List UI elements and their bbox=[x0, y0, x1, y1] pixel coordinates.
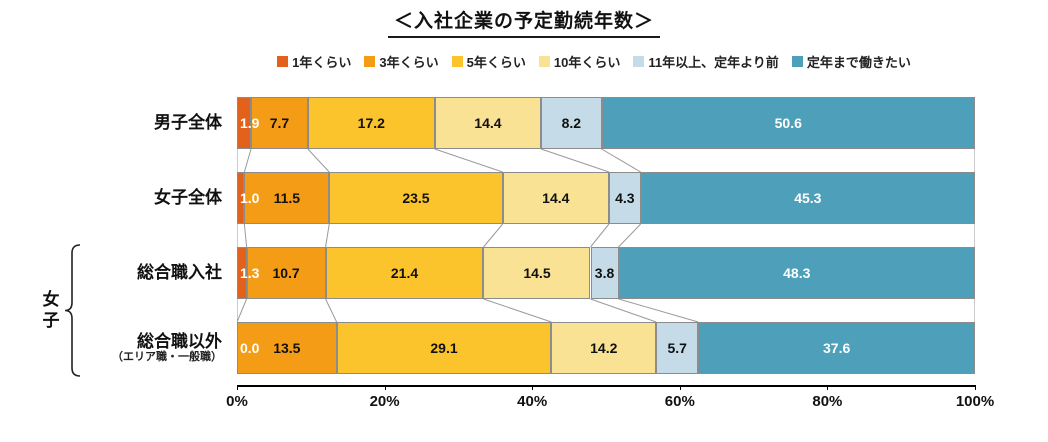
bar-segment: 45.3 bbox=[640, 172, 975, 224]
bar-segment: 50.6 bbox=[601, 97, 975, 149]
bar-segment: 11.5 bbox=[244, 172, 330, 224]
bar-row: 1.9 7.7 17.2 14.4 8.2 50.6 bbox=[237, 97, 975, 149]
row-sublabel: （エリア職・一般職） bbox=[112, 351, 222, 364]
x-axis-tick-label: 100% bbox=[955, 393, 995, 410]
row-label: 総合職以外 （エリア職・一般職） bbox=[0, 322, 230, 374]
legend-label: 定年まで働きたい bbox=[806, 55, 911, 70]
bar-segment: 14.4 bbox=[434, 97, 542, 149]
legend-swatch bbox=[538, 56, 550, 67]
segment-value: 0.0 bbox=[240, 340, 260, 356]
x-axis-tick bbox=[384, 385, 386, 390]
legend-swatch bbox=[364, 56, 376, 67]
x-axis-tick bbox=[237, 385, 238, 390]
bar-segment: 7.7 bbox=[251, 97, 308, 149]
legend-label: 10年くらい bbox=[553, 55, 621, 70]
segment-value: 10.7 bbox=[272, 265, 300, 281]
row-label: 総合職入社 bbox=[0, 247, 230, 299]
legend-swatch bbox=[791, 56, 803, 67]
bar-segment: 14.4 bbox=[502, 172, 609, 224]
segment-value: 45.3 bbox=[794, 190, 822, 206]
legend-swatch bbox=[277, 56, 289, 67]
bar-segment: 10.7 bbox=[246, 247, 326, 299]
x-axis-tick bbox=[532, 385, 534, 390]
legend-label: 1年くらい bbox=[292, 55, 352, 70]
segment-value: 17.2 bbox=[357, 115, 385, 131]
segment-value: 21.4 bbox=[390, 265, 419, 281]
legend-item: 10年くらい bbox=[538, 52, 621, 71]
bar-segment: 29.1 bbox=[336, 322, 552, 374]
bar-segment: 21.4 bbox=[325, 247, 484, 299]
bar-segment: 13.5 bbox=[237, 322, 337, 374]
legend-item: 5年くらい bbox=[451, 52, 526, 71]
segment-value: 1.3 bbox=[240, 265, 260, 281]
x-axis-tick bbox=[827, 385, 829, 390]
x-axis-tick-label: 20% bbox=[369, 393, 400, 410]
bar-segment bbox=[237, 97, 252, 149]
segment-value: 3.8 bbox=[594, 265, 615, 281]
x-axis-tick bbox=[975, 385, 976, 390]
plot-area: 1.9 7.7 17.2 14.4 8.2 50.6 1.0 11.5 23.5 14.4 4.3 4… bbox=[237, 92, 975, 387]
x-axis-tick bbox=[679, 385, 681, 390]
segment-value: 1.9 bbox=[240, 115, 260, 131]
segment-value: 7.7 bbox=[269, 115, 290, 131]
segment-value: 1.0 bbox=[240, 190, 260, 206]
segment-value: 14.4 bbox=[542, 190, 570, 206]
row-label-text: 総合職以外 bbox=[137, 331, 222, 351]
chart-title: ＜入社企業の予定勤続年数＞ bbox=[0, 6, 1048, 38]
row-label-text: 総合職入社 bbox=[137, 263, 222, 283]
legend-label: 5年くらい bbox=[466, 55, 526, 70]
bar-segment: 48.3 bbox=[618, 247, 975, 299]
segment-value: 29.1 bbox=[430, 340, 458, 356]
bar-segment: 23.5 bbox=[329, 172, 503, 224]
x-axis-tick-label: 80% bbox=[812, 393, 843, 410]
chart-title-text: ＜入社企業の予定勤続年数＞ bbox=[387, 6, 660, 38]
legend-item: 3年くらい bbox=[364, 52, 439, 71]
segment-value: 13.5 bbox=[273, 340, 301, 356]
segment-value: 14.5 bbox=[523, 265, 551, 281]
bar-segment: 8.2 bbox=[541, 97, 602, 149]
x-axis-tick-label: 40% bbox=[517, 393, 548, 410]
bar-segment: 14.2 bbox=[551, 322, 657, 374]
x-axis-tick-label: 0% bbox=[226, 393, 248, 410]
segment-value: 50.6 bbox=[774, 115, 802, 131]
group-bracket bbox=[64, 244, 81, 377]
bar-segment: 17.2 bbox=[307, 97, 435, 149]
segment-value: 4.3 bbox=[615, 190, 635, 206]
bar-segment bbox=[237, 247, 247, 299]
row-label-text: 女子全体 bbox=[154, 188, 222, 208]
segment-value: 8.2 bbox=[561, 115, 582, 131]
segment-value: 14.2 bbox=[590, 340, 618, 356]
legend-item: 1年くらい bbox=[277, 52, 351, 71]
legend-label: 11年以上、定年より前 bbox=[648, 55, 779, 70]
bar-row: 0.0 13.5 29.1 14.2 5.7 37.6 bbox=[237, 322, 975, 374]
bar-segment: 4.3 bbox=[608, 172, 641, 224]
segment-value: 5.7 bbox=[667, 340, 687, 356]
legend: 1年くらい 3年くらい 5年くらい 10年くらい 11年以上、定年より前 定年まで働きたい bbox=[70, 52, 1048, 71]
bar-segment bbox=[237, 172, 245, 224]
bar-row: 1.0 11.5 23.5 14.4 4.3 45.3 bbox=[237, 172, 975, 224]
legend-swatch bbox=[451, 56, 463, 67]
legend-swatch bbox=[633, 56, 645, 67]
segment-value: 37.6 bbox=[823, 340, 851, 356]
legend-item: 11年以上、定年より前 bbox=[633, 52, 779, 71]
group-bracket-label: 女子 bbox=[39, 289, 59, 332]
bar-segment: 37.6 bbox=[698, 322, 975, 374]
segment-value: 23.5 bbox=[402, 190, 430, 206]
bar-row: 1.3 10.7 21.4 14.5 3.8 48.3 bbox=[237, 247, 975, 299]
bar-segment: 14.5 bbox=[483, 247, 591, 299]
row-label: 男子全体 bbox=[0, 97, 230, 149]
legend-item: 定年まで働きたい bbox=[791, 52, 911, 71]
segment-value: 11.5 bbox=[273, 190, 301, 206]
bar-segment: 3.8 bbox=[590, 247, 619, 299]
connector-lines bbox=[237, 148, 975, 323]
row-label-text: 男子全体 bbox=[154, 113, 222, 133]
segment-value: 48.3 bbox=[783, 265, 811, 281]
legend-label: 3年くらい bbox=[379, 55, 439, 70]
row-label: 女子全体 bbox=[0, 172, 230, 224]
bar-segment: 5.7 bbox=[656, 322, 699, 374]
segment-value: 14.4 bbox=[474, 115, 502, 131]
x-axis-tick-label: 60% bbox=[664, 393, 695, 410]
